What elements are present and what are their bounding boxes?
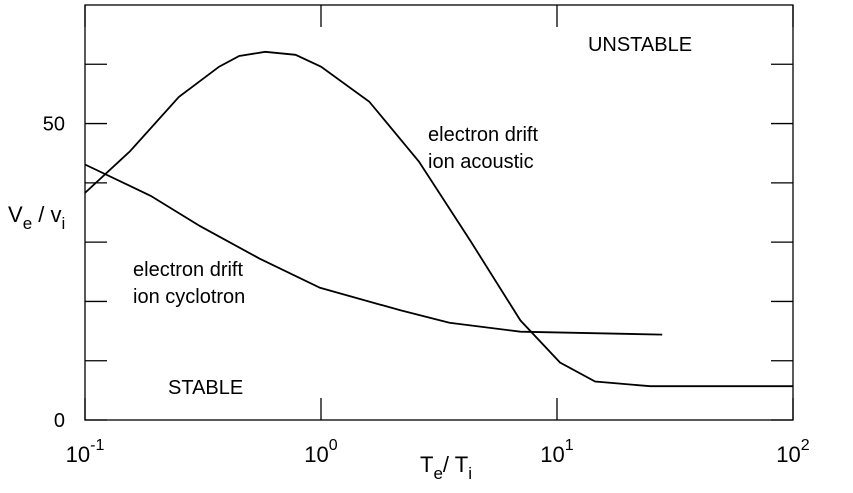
x-tick-label: 101 [540, 437, 573, 467]
x-tick-exponent: 0 [329, 437, 338, 454]
annotation: ion cyclotron [133, 286, 245, 308]
annotation: ion acoustic [428, 151, 534, 173]
annotation: electron drift [133, 259, 243, 281]
x-tick-base: 10 [776, 442, 800, 467]
x-tick-base: 10 [304, 442, 328, 467]
y-axis-label: Ve / vi [8, 202, 65, 233]
x-axis-label-subscript: e [433, 464, 442, 483]
annotation: STABLE [168, 377, 243, 399]
y-axis-label-subscript: e [23, 214, 32, 233]
x-tick-base: 10 [66, 442, 90, 467]
y-axis-label-part: / v [32, 202, 61, 227]
x-tick-exponent: 2 [801, 437, 810, 454]
x-tick-label: 100 [304, 437, 337, 467]
x-axis-label-part: T [420, 452, 433, 477]
annotation: electron drift [428, 124, 538, 146]
plot-frame [84, 4, 794, 421]
x-axis-label: Te/ Ti [420, 452, 472, 483]
y-tick-label: 50 [43, 114, 65, 136]
curve [84, 50, 793, 388]
x-tick-label: 102 [776, 437, 809, 467]
x-tick-exponent: -1 [90, 437, 104, 454]
y-axis-label-part: V [8, 202, 23, 227]
x-tick-label: 10-1 [66, 437, 105, 467]
x-axis-label-part: / T [443, 452, 468, 477]
x-axis-label-subscript: i [468, 464, 472, 483]
curve [84, 163, 663, 336]
y-axis-label-subscript: i [62, 214, 66, 233]
x-tick-exponent: 1 [565, 437, 574, 454]
y-tick-label: 0 [54, 410, 65, 432]
annotation: UNSTABLE [588, 34, 692, 56]
x-tick-base: 10 [540, 442, 564, 467]
